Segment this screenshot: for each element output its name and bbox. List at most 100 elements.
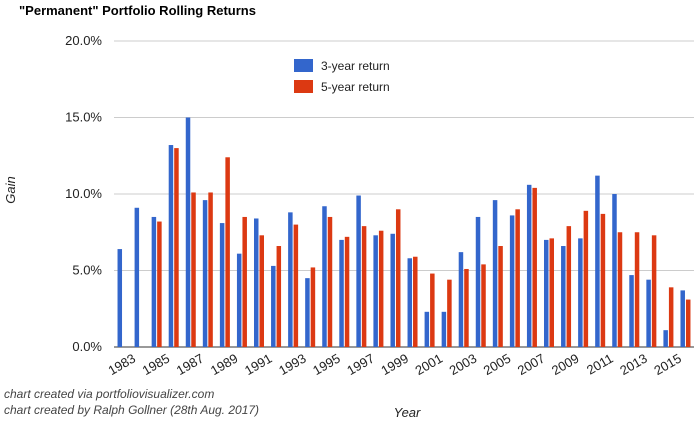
bar-5yr-1987 — [191, 192, 196, 347]
x-tick-label: 1989 — [208, 351, 241, 378]
bar-3yr-1990 — [236, 253, 242, 347]
bar-3yr-1988 — [202, 200, 208, 347]
bar-5yr-1995 — [327, 216, 333, 347]
bar-3yr-2000 — [407, 258, 413, 347]
bar-3yr-1991 — [254, 218, 259, 347]
y-tick-label: 5.0% — [72, 263, 102, 278]
legend: 3-year return 5-year return — [294, 59, 390, 94]
bar-5yr-1997 — [361, 226, 367, 347]
legend-label: 3-year return — [321, 59, 390, 73]
bar-3yr-2009 — [561, 246, 566, 347]
x-tick-label: 2007 — [515, 351, 548, 378]
x-tick-label: 2005 — [481, 351, 514, 378]
bar-3yr-1997 — [356, 195, 361, 347]
legend-swatch — [294, 80, 313, 93]
x-tick-label: 2015 — [651, 351, 684, 378]
bar-3yr-2007 — [526, 184, 532, 347]
bar-5yr-2006 — [515, 209, 520, 347]
x-axis-ticks: 1983 1985 1987 1989 1991 1993 1995 1997 1999 2001… — [105, 351, 683, 378]
bar-5yr-2009 — [566, 226, 572, 347]
bar-3yr-1987 — [185, 117, 191, 347]
bar-5yr-1996 — [344, 236, 350, 347]
x-tick-label: 1997 — [344, 351, 377, 378]
bars — [117, 117, 691, 347]
bar-5yr-1991 — [259, 235, 264, 347]
x-tick-label: 2001 — [413, 351, 446, 378]
x-tick-label: 1991 — [242, 351, 275, 378]
x-tick-label: 1987 — [174, 351, 207, 378]
bar-3yr-2016 — [680, 290, 685, 347]
bar-3yr-1995 — [322, 206, 327, 347]
bar-3yr-2015 — [663, 330, 668, 347]
bar-3yr-1985 — [151, 216, 157, 347]
bar-5yr-1993 — [293, 224, 299, 347]
bar-5yr-1989 — [225, 157, 230, 347]
bar-5yr-1986 — [174, 148, 179, 347]
bar-3yr-1984 — [134, 207, 140, 347]
bar-3yr-1999 — [390, 233, 395, 347]
bar-5yr-2004 — [481, 264, 486, 347]
bar-5yr-1999 — [395, 209, 401, 347]
bar-3yr-1992 — [271, 265, 276, 347]
credit-line: chart created by Ralph Gollner (28th Aug… — [4, 403, 260, 417]
bar-5yr-2011 — [600, 213, 606, 347]
gridlines — [114, 40, 694, 348]
chart-title: "Permanent" Portfolio Rolling Returns — [19, 3, 256, 18]
bar-5yr-1985 — [157, 221, 162, 347]
bar-5yr-2013 — [634, 232, 640, 347]
bar-5yr-1998 — [378, 230, 384, 347]
bar-3yr-2012 — [612, 194, 617, 347]
bar-5yr-1990 — [242, 216, 247, 347]
bar-5yr-2002 — [447, 279, 452, 347]
bar-3yr-1994 — [305, 278, 310, 347]
x-tick-label: 2009 — [549, 351, 582, 378]
bar-5yr-2014 — [651, 235, 657, 347]
bar-3yr-1998 — [373, 235, 378, 347]
x-tick-label: 2003 — [447, 351, 480, 378]
x-tick-label: 1985 — [140, 351, 173, 378]
x-tick-label: 2011 — [584, 351, 616, 378]
x-tick-label: 2013 — [617, 351, 650, 378]
legend-swatch — [294, 59, 313, 72]
bar-3yr-2008 — [544, 239, 549, 347]
bar-3yr-2005 — [492, 200, 498, 347]
bar-3yr-1986 — [168, 145, 174, 347]
x-tick-label: 1999 — [378, 351, 411, 378]
bar-3yr-2004 — [475, 216, 481, 347]
bar-5yr-1992 — [276, 246, 282, 347]
bar-5yr-2003 — [464, 268, 469, 347]
bar-5yr-2000 — [413, 256, 418, 347]
bar-3yr-2003 — [458, 252, 464, 347]
bar-3yr-1996 — [339, 239, 344, 347]
y-tick-label: 0.0% — [72, 339, 102, 354]
bar-3yr-1983 — [117, 249, 123, 347]
x-tick-label: 1983 — [105, 351, 138, 378]
x-tick-label: 1993 — [276, 351, 309, 378]
bar-3yr-2001 — [424, 311, 430, 347]
y-tick-label: 20.0% — [65, 33, 102, 48]
bar-5yr-1994 — [310, 267, 316, 347]
bar-5yr-2005 — [498, 246, 503, 347]
bar-5yr-2015 — [668, 287, 674, 347]
bar-5yr-2008 — [549, 238, 554, 347]
bar-3yr-2011 — [595, 175, 600, 347]
bar-3yr-2006 — [509, 215, 515, 347]
bar-3yr-2002 — [441, 311, 447, 347]
bar-3yr-1989 — [219, 223, 225, 347]
bar-5yr-2016 — [685, 299, 691, 347]
x-axis-label: Year — [394, 405, 421, 420]
y-axis-ticks: 0.0% 5.0% 10.0% 15.0% 20.0% — [65, 33, 102, 354]
y-tick-label: 15.0% — [65, 110, 102, 125]
bar-3yr-2010 — [578, 238, 583, 347]
bar-3yr-2014 — [646, 279, 651, 347]
y-axis-label: Gain — [3, 176, 18, 203]
bar-5yr-1988 — [208, 192, 213, 347]
bar-5yr-2012 — [617, 232, 623, 347]
bar-3yr-1993 — [288, 212, 293, 347]
credit-line: chart created via portfoliovisualizer.co… — [4, 387, 215, 401]
x-tick-label: 1995 — [310, 351, 343, 378]
bar-3yr-2013 — [629, 275, 634, 347]
bar-5yr-2007 — [532, 187, 537, 347]
bar-5yr-2001 — [430, 273, 435, 347]
